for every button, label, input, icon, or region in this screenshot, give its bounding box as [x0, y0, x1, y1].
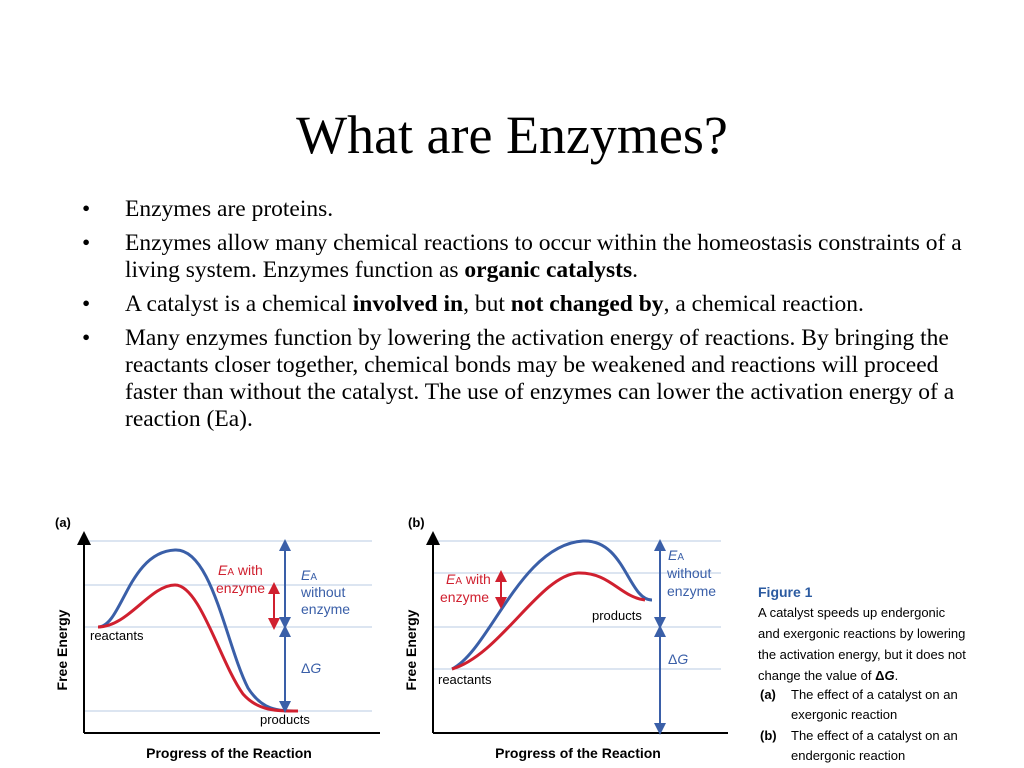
ea-with-enzyme-label: EA with: [446, 571, 491, 587]
reactants-label: reactants: [90, 628, 144, 643]
caption-item-b-line: endergonic reaction: [791, 748, 905, 763]
ea-without-enzyme-label-line2: without: [300, 584, 345, 600]
ea-with-enzyme-label: EA with: [218, 562, 263, 578]
panel-b: (b) Free Energy Progress of the Reaction…: [403, 515, 728, 761]
caption-line: the activation energy, but it does not: [758, 647, 966, 662]
ea-with-enzyme-label-line2: enzyme: [440, 589, 489, 605]
caption-item-a-line: exergonic reaction: [791, 707, 897, 722]
reactants-label: reactants: [438, 672, 492, 687]
panel-b-label: (b): [408, 515, 425, 530]
ea-without-enzyme-label-line3: enzyme: [301, 601, 350, 617]
panel-a-label: (a): [55, 515, 71, 530]
caption-line: and exergonic reactions by lowering: [758, 626, 965, 641]
ea-without-enzyme-label-line2: without: [666, 565, 711, 581]
x-axis-label: Progress of the Reaction: [495, 745, 661, 761]
caption-title: Figure 1: [758, 584, 813, 600]
products-label: products: [260, 712, 310, 727]
curve-with-enzyme: [98, 585, 298, 711]
panel-a: (a) Free Energy Progress of the Reaction…: [54, 515, 380, 761]
caption-line: A catalyst speeds up endergonic: [758, 605, 946, 620]
ea-without-enzyme-label: EA: [301, 567, 317, 583]
ea-without-enzyme-label-line3: enzyme: [667, 583, 716, 599]
figure-caption: Figure 1 A catalyst speeds up endergonic…: [758, 584, 966, 763]
ea-without-enzyme-label: EA: [668, 547, 684, 563]
caption-item-a-line: The effect of a catalyst on an: [791, 687, 958, 702]
products-label: products: [592, 608, 642, 623]
caption-item-b-label: (b): [760, 728, 777, 743]
ea-with-enzyme-label-line2: enzyme: [216, 580, 265, 596]
delta-g-label: ΔG: [301, 660, 321, 676]
caption-item-a-label: (a): [760, 687, 776, 702]
caption-item-b-line: The effect of a catalyst on an: [791, 728, 958, 743]
x-axis-label: Progress of the Reaction: [146, 745, 312, 761]
delta-g-label: ΔG: [668, 651, 688, 667]
y-axis-label: Free Energy: [54, 609, 70, 690]
caption-line: change the value of ΔG.: [758, 668, 898, 683]
y-axis-label: Free Energy: [403, 609, 419, 690]
